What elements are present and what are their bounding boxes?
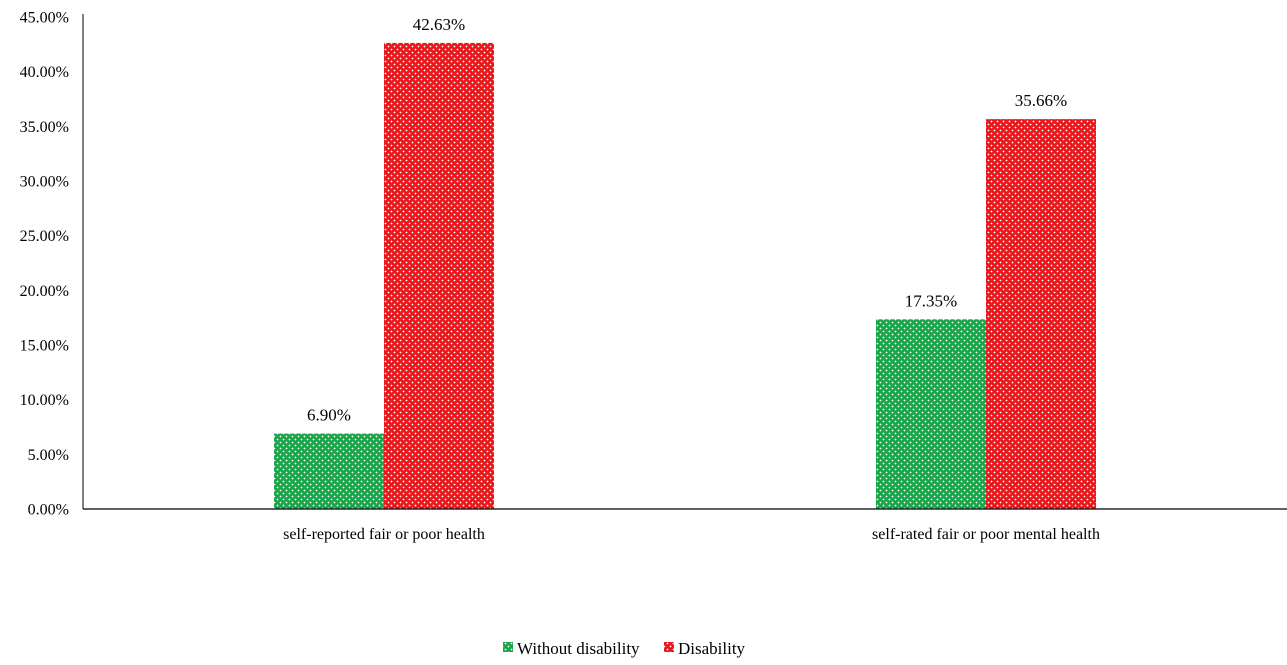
bars	[274, 42, 1096, 510]
y-tick-label: 40.00%	[20, 64, 69, 81]
data-label: 6.90%	[307, 406, 351, 425]
data-label: 42.63%	[413, 15, 465, 34]
y-tick-label: 45.00%	[20, 10, 69, 27]
y-tick-label: 0.00%	[28, 502, 69, 519]
legend-swatch-without-disability	[503, 642, 513, 652]
bar-disability	[986, 119, 1096, 509]
bar-without-disability	[876, 319, 986, 509]
data-label: 35.66%	[1015, 91, 1067, 110]
legend-swatch-disability	[664, 642, 674, 652]
y-tick-label: 20.00%	[20, 283, 69, 300]
y-tick-label: 5.00%	[28, 447, 69, 464]
legend: Without disability Disability	[503, 639, 746, 658]
y-tick-label: 25.00%	[20, 228, 69, 245]
x-category-label: self-rated fair or poor mental health	[872, 526, 1100, 543]
bar-without-disability	[274, 433, 384, 509]
y-tick-label: 35.00%	[20, 119, 69, 136]
x-axis: self-reported fair or poor health self-ra…	[83, 508, 1287, 543]
legend-label: Disability	[678, 639, 746, 658]
y-tick-label: 30.00%	[20, 174, 69, 191]
data-label: 17.35%	[905, 291, 957, 310]
x-category-label: self-reported fair or poor health	[283, 526, 485, 543]
y-tick-label: 15.00%	[20, 338, 69, 355]
data-labels: 6.90% 42.63% 17.35% 35.66%	[307, 15, 1067, 425]
bar-disability	[384, 42, 494, 510]
y-axis: 0.00% 5.00% 10.00% 15.00% 20.00% 25.00% 30.00%…	[20, 10, 84, 519]
legend-label: Without disability	[517, 639, 640, 658]
y-tick-label: 10.00%	[20, 392, 69, 409]
